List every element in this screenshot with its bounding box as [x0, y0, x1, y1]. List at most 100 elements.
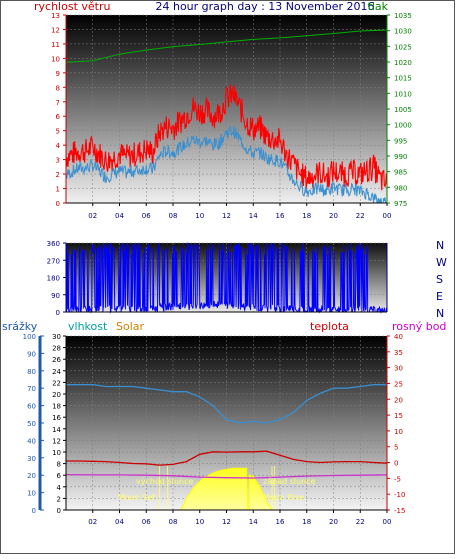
humidity-y-tick-label: 8	[57, 461, 61, 469]
pressure-y-tick-label: 1030	[394, 28, 412, 36]
humidity-y-tick-label: 6	[57, 472, 62, 480]
compass-n-bottom: N	[436, 307, 444, 320]
humidity-y-tick-label: 26	[52, 356, 61, 364]
wind-x-tick-label: 08	[169, 212, 178, 220]
wind-y-tick-label: 3	[56, 157, 60, 165]
rain-y-tick-label: 100	[23, 333, 36, 341]
pressure-y-tick-label: 1020	[394, 59, 412, 67]
rain-y-tick-label: 50	[27, 420, 36, 428]
wind-average-line	[65, 125, 387, 204]
pressure-y-tick-label: 1035	[394, 12, 412, 20]
sunrise-label: východ slunce	[136, 477, 193, 486]
direction-panel-axes: 0 90 180 270 360	[47, 240, 388, 317]
humidity-line	[66, 384, 387, 424]
wind-x-tick-label: 18	[302, 212, 311, 220]
temperature-y-tick-label: 35	[394, 349, 403, 357]
pressure-y-tick-label: 990	[394, 153, 407, 161]
wind-y-tick-label: 8	[56, 84, 60, 92]
humidity-y-tick-label: 18	[52, 403, 61, 411]
direction-y-tick-label: 180	[47, 275, 60, 283]
wind-y-tick-label: 11	[51, 41, 60, 49]
humidity-y-tick-label: 30	[52, 333, 61, 341]
temperature-y-tick-label: -15	[394, 507, 405, 515]
temperature-y-tick-label: 10	[394, 428, 403, 436]
temperature-y-tick-label: 5	[394, 444, 398, 452]
pressure-y-tick-label: 995	[394, 137, 407, 145]
humidity-y-tick-label: 22	[52, 379, 61, 387]
wind-y-tick-label: 13	[51, 12, 60, 20]
wind-x-tick-label: 04	[115, 212, 124, 220]
wind-pressure-marks	[65, 29, 388, 204]
compass-s: S	[436, 273, 443, 286]
rain-y-tick-label: 70	[27, 385, 36, 393]
wind-y-tick-label: 6	[56, 113, 61, 121]
temperature-y-tick-label: 20	[394, 396, 403, 404]
wind-x-tick-label: 06	[142, 212, 151, 220]
wind-y-tick-label: 4	[56, 142, 61, 150]
pressure-y-tick-label: 1005	[394, 106, 412, 114]
rain-y-tick-label: 60	[27, 403, 36, 411]
dewpoint-axis-title: rosný bod	[392, 320, 446, 333]
wind-axis-title: rychlost větru	[34, 0, 110, 13]
temperature-y-tick-label: 30	[394, 365, 403, 373]
pressure-axis-title: tlak	[368, 0, 389, 13]
direction-y-tick-label: 0	[56, 309, 60, 317]
pressure-y-tick-label: 1025	[394, 43, 412, 51]
temperature-line	[66, 450, 388, 466]
pressure-y-tick-label: 975	[394, 200, 407, 208]
pressure-y-tick-label: 1000	[394, 122, 412, 130]
humidity-y-tick-label: 14	[52, 426, 61, 434]
wind-x-tick-label: 22	[356, 212, 365, 220]
pressure-y-tick-label: 980	[394, 184, 407, 192]
rain-y-tick-label: 90	[27, 350, 36, 358]
temperature-y-tick-label: 15	[394, 412, 403, 420]
climate-x-tick-label: 02	[88, 518, 97, 526]
wind-x-tick-label: 16	[276, 212, 285, 220]
wind-x-tick-label: 20	[329, 212, 338, 220]
direction-y-tick-label: 90	[51, 292, 60, 300]
temperature-y-tick-label: 25	[394, 380, 403, 388]
dewpoint-line	[65, 473, 388, 479]
moonrise-label: Moon Rise	[263, 493, 304, 502]
climate-x-tick-label: 14	[249, 518, 258, 526]
climate-x-tick-label: 12	[222, 518, 231, 526]
wind-y-tick-label: 2	[56, 171, 60, 179]
direction-y-tick-label: 270	[47, 257, 60, 265]
humidity-y-tick-label: 4	[57, 484, 62, 492]
solar-axis-title: Solar	[116, 320, 145, 333]
rain-y-tick-label: 20	[27, 472, 36, 480]
chart-title: 24 hour graph day : 13 November 2016	[155, 0, 374, 13]
climate-x-tick-label: 06	[142, 518, 151, 526]
humidity-axis-title: vlhkost	[68, 320, 108, 333]
wind-direction-marks	[65, 242, 388, 314]
climate-x-tick-label: 16	[276, 518, 285, 526]
humidity-y-tick-label: 10	[52, 449, 61, 457]
temperature-y-tick-label: 0	[394, 460, 398, 468]
moonset-label: Moon Set	[118, 493, 155, 502]
pressure-y-tick-label: 985	[394, 169, 407, 177]
temperature-y-tick-label: -10	[394, 491, 405, 499]
wind-x-tick-label: 10	[195, 212, 204, 220]
compass-w: W	[436, 256, 447, 269]
pressure-y-tick-label: 1010	[394, 90, 412, 98]
sunset-label: západ slunce	[263, 477, 316, 486]
climate-x-tick-label: 10	[195, 518, 204, 526]
pressure-line	[65, 29, 388, 63]
wind-panel-axes: 0123456789101112139759809859909951000100…	[51, 12, 412, 220]
rain-y-tick-label: 30	[27, 455, 36, 463]
pressure-y-tick-label: 1015	[394, 75, 412, 83]
climate-x-tick-label: 00	[383, 518, 392, 526]
wind-y-tick-label: 12	[51, 26, 60, 34]
climate-marks	[65, 384, 388, 511]
compass-e: E	[436, 290, 443, 303]
rain-axis-title: srážky	[2, 320, 38, 333]
rain-y-tick-label: 0	[32, 507, 36, 515]
wind-y-tick-label: 10	[51, 55, 60, 63]
humidity-y-tick-label: 24	[52, 368, 61, 376]
climate-x-tick-label: 08	[169, 518, 178, 526]
rain-y-tick-label: 10	[27, 490, 36, 498]
humidity-y-tick-label: 16	[52, 414, 61, 422]
